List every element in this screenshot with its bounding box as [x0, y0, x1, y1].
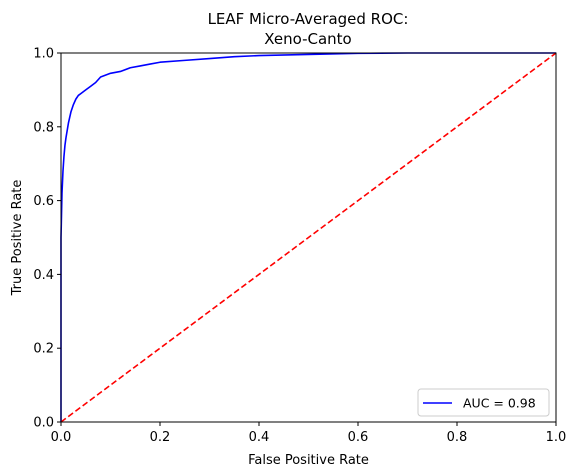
x-axis-label: False Positive Rate	[248, 453, 369, 468]
x-tick-label: 0.4	[249, 430, 270, 445]
chart-title: LEAF Micro-Averaged ROC: Xeno-Canto	[208, 10, 409, 48]
y-tick-label: 0.4	[33, 268, 54, 283]
plot-frame	[60, 52, 557, 423]
y-tick-label: 0.2	[33, 342, 54, 357]
series-layer	[60, 52, 557, 423]
y-axis-ticks: 0.0 0.2 0.4 0.6 0.8 1.0	[33, 47, 61, 431]
y-tick-label: 0.8	[33, 120, 54, 135]
x-tick-label: 0.6	[348, 430, 369, 445]
x-tick-label: 1.0	[546, 430, 567, 445]
chart-title-line-1: LEAF Micro-Averaged ROC:	[208, 10, 409, 28]
legend: AUC = 0.98	[417, 388, 550, 417]
x-tick-label: 0.2	[150, 430, 171, 445]
roc-curve-line	[60, 52, 556, 422]
plot-area	[60, 52, 557, 423]
y-axis-label: True Positive Rate	[10, 180, 25, 297]
x-axis-ticks: 0.0 0.2 0.4 0.6 0.8 1.0	[51, 422, 567, 445]
y-tick-label: 1.0	[33, 47, 54, 62]
y-tick-label: 0.6	[33, 194, 54, 209]
chart-title-line-2: Xeno-Canto	[264, 30, 351, 48]
y-tick-label: 0.0	[33, 416, 54, 431]
chance-diagonal-line	[60, 52, 557, 423]
x-tick-label: 0.8	[447, 430, 468, 445]
legend-box	[417, 388, 550, 417]
legend-label-auc: AUC = 0.98	[463, 396, 536, 411]
x-tick-label: 0.0	[51, 430, 72, 445]
